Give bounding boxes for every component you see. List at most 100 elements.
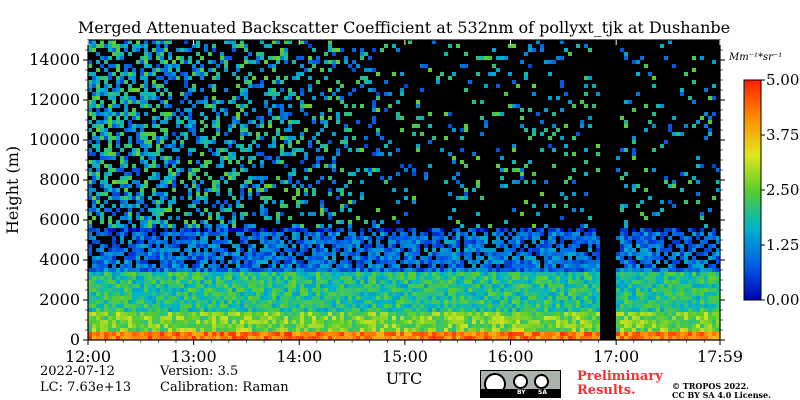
heatmap-cell [276,240,280,244]
heatmap-cell [376,72,380,76]
heatmap-cell [196,292,200,296]
heatmap-cell [260,300,264,304]
heatmap-cell [96,212,100,216]
heatmap-cell [264,276,268,280]
heatmap-cell [196,248,200,252]
heatmap-cell [208,148,212,152]
heatmap-cell [252,284,256,288]
heatmap-cell [400,116,404,120]
heatmap-cell [360,268,364,272]
heatmap-cell [92,256,96,260]
heatmap-cell [680,172,684,176]
heatmap-cell [640,316,644,320]
heatmap-cell [132,292,136,296]
heatmap-cell [432,248,436,252]
heatmap-cell [300,320,304,324]
heatmap-cell [112,48,116,52]
heatmap-cell [532,204,536,208]
heatmap-cell [224,284,228,288]
heatmap-cell [164,64,168,68]
heatmap-cell [588,244,592,248]
heatmap-cell [404,260,408,264]
heatmap-cell [484,120,488,124]
heatmap-cell [164,88,168,92]
heatmap-cell [164,156,168,160]
heatmap-cell [536,248,540,252]
heatmap-cell [644,308,648,312]
heatmap-cell [144,112,148,116]
heatmap-cell [656,300,660,304]
heatmap-cell [304,128,308,132]
heatmap-cell [288,136,292,140]
heatmap-cell [116,124,120,128]
heatmap-cell [648,120,652,124]
heatmap-cell [96,284,100,288]
heatmap-cell [444,312,448,316]
heatmap-cell [356,304,360,308]
heatmap-cell [268,304,272,308]
heatmap-cell [568,248,572,252]
heatmap-cell [204,288,208,292]
heatmap-cell [584,304,588,308]
heatmap-cell [300,100,304,104]
heatmap-cell [468,312,472,316]
heatmap-cell [532,260,536,264]
heatmap-cell [520,168,524,172]
heatmap-cell [648,284,652,288]
heatmap-cell [104,300,108,304]
heatmap-cell [256,144,260,148]
heatmap-cell [228,172,232,176]
heatmap-cell [344,268,348,272]
heatmap-cell [248,248,252,252]
heatmap-cell [620,272,624,276]
heatmap-cell [216,132,220,136]
heatmap-cell [128,256,132,260]
heatmap-cell [460,224,464,228]
heatmap-cell [592,228,596,232]
heatmap-cell [264,244,268,248]
heatmap-cell [292,304,296,308]
heatmap-cell [476,296,480,300]
heatmap-cell [184,296,188,300]
heatmap-cell [396,316,400,320]
heatmap-cell [324,76,328,80]
heatmap-cell [536,284,540,288]
heatmap-cell [168,296,172,300]
heatmap-cell [560,84,564,88]
heatmap-cell [672,280,676,284]
heatmap-cell [564,264,568,268]
heatmap-cell [120,308,124,312]
heatmap-cell [228,304,232,308]
heatmap-cell [168,112,172,116]
heatmap-cell [508,276,512,280]
heatmap-cell [584,288,588,292]
heatmap-cell [160,232,164,236]
heatmap-cell [384,268,388,272]
heatmap-cell [364,256,368,260]
heatmap-cell [208,308,212,312]
heatmap-cell [596,296,600,300]
heatmap-cell [680,236,684,240]
heatmap-cell [104,316,108,320]
heatmap-cell [152,292,156,296]
heatmap-cell [572,308,576,312]
heatmap-cell [660,272,664,276]
heatmap-cell [464,240,468,244]
heatmap-cell [664,268,668,272]
heatmap-cell [224,300,228,304]
heatmap-cell [200,180,204,184]
heatmap-cell [292,148,296,152]
heatmap-cell [88,288,92,292]
heatmap-cell [100,252,104,256]
heatmap-cell [320,240,324,244]
heatmap-cell [488,312,492,316]
heatmap-cell [708,284,712,288]
heatmap-cell [468,288,472,292]
heatmap-cell [656,212,660,216]
heatmap-cell [108,184,112,188]
heatmap-cell [484,272,488,276]
heatmap-cell [220,272,224,276]
heatmap-cell [664,56,668,60]
heatmap-cell [456,272,460,276]
heatmap-cell [188,224,192,228]
